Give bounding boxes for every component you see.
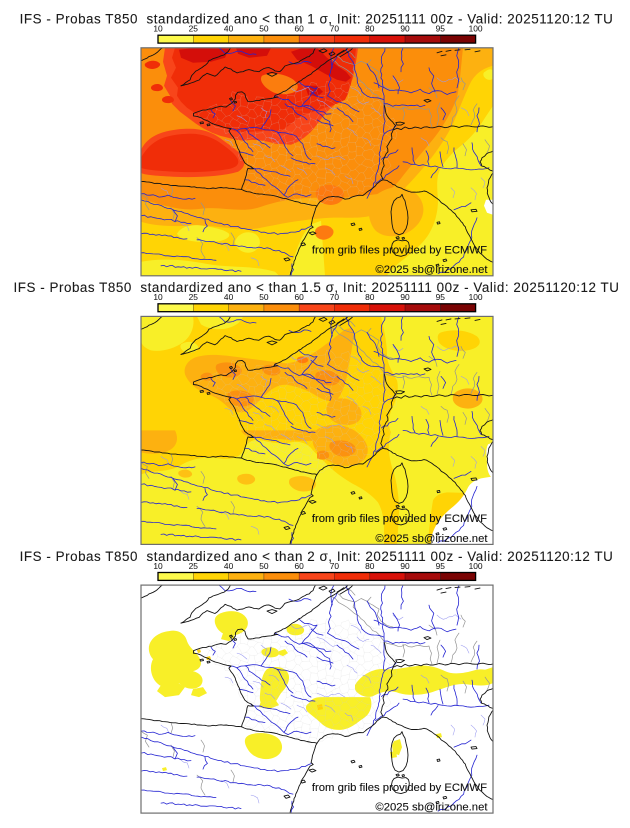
svg-text:10: 10 [153,292,163,302]
svg-text:60: 60 [294,24,304,34]
svg-text:10: 10 [153,561,163,571]
svg-text:50: 50 [259,292,269,302]
svg-text:95: 95 [436,24,446,34]
svg-text:40: 40 [224,561,234,571]
svg-text:100: 100 [469,561,483,571]
svg-text:50: 50 [259,561,269,571]
svg-text:60: 60 [294,561,304,571]
svg-text:90: 90 [400,24,410,34]
svg-text:©2025 sb@irizone.net: ©2025 sb@irizone.net [375,264,488,276]
svg-text:100: 100 [469,292,483,302]
svg-text:25: 25 [189,561,199,571]
svg-text:80: 80 [365,24,375,34]
svg-text:©2025 sb@irizone.net: ©2025 sb@irizone.net [375,802,488,814]
svg-text:100: 100 [469,24,483,34]
svg-text:70: 70 [330,292,340,302]
svg-text:70: 70 [330,561,340,571]
svg-text:25: 25 [189,292,199,302]
svg-text:IFS - Probas T850 standardize: IFS - Probas T850 standardized ano < tha… [20,549,614,564]
svg-text:10: 10 [153,24,163,34]
svg-text:25: 25 [189,24,199,34]
svg-text:60: 60 [294,292,304,302]
svg-text:80: 80 [365,292,375,302]
svg-text:80: 80 [365,561,375,571]
svg-text:IFS - Probas T850 standardize: IFS - Probas T850 standardized ano < tha… [20,12,614,27]
svg-text:IFS - Probas T850 standardize: IFS - Probas T850 standardized ano < tha… [14,280,620,295]
svg-text:40: 40 [224,24,234,34]
svg-text:from grib files provided by EC: from grib files provided by ECMWF [312,513,487,525]
svg-text:95: 95 [436,292,446,302]
svg-text:50: 50 [259,24,269,34]
svg-text:70: 70 [330,24,340,34]
svg-text:90: 90 [400,292,410,302]
svg-text:from grib files provided by EC: from grib files provided by ECMWF [312,782,487,794]
svg-text:90: 90 [400,561,410,571]
svg-text:95: 95 [436,561,446,571]
svg-text:40: 40 [224,292,234,302]
svg-text:from grib files provided by EC: from grib files provided by ECMWF [312,245,487,257]
svg-text:©2025 sb@irizone.net: ©2025 sb@irizone.net [375,533,488,545]
